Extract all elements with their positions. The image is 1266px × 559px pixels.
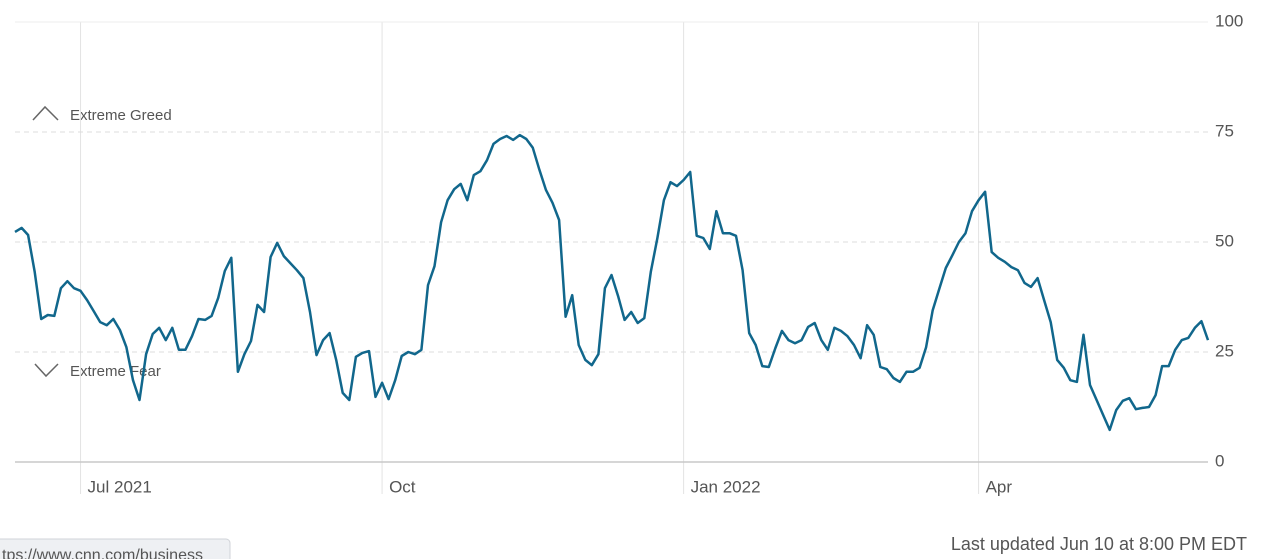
fear-greed-line [14, 133, 1210, 432]
x-tick-label: Jul 2021 [88, 477, 152, 496]
x-tick-label: Oct [389, 477, 416, 496]
fear-label: Extreme Fear [70, 363, 161, 380]
y-tick-label: 25 [1215, 341, 1234, 360]
y-tick-label: 50 [1215, 231, 1234, 250]
fear-icon [34, 363, 59, 378]
greed-icon [32, 105, 59, 121]
footnote: Last updated Jun 10 at 8:00 PM EDT [951, 534, 1247, 554]
status-url: tps://www.cnn.com/business [2, 547, 203, 559]
greed-label: Extreme Greed [70, 107, 172, 124]
x-tick-label: Jan 2022 [691, 477, 761, 496]
y-tick-label: 75 [1215, 121, 1234, 140]
status-bar [0, 538, 231, 559]
y-tick-label: 0 [1215, 451, 1224, 470]
x-tick-label: Apr [986, 477, 1013, 496]
y-tick-label: 100 [1215, 11, 1243, 30]
